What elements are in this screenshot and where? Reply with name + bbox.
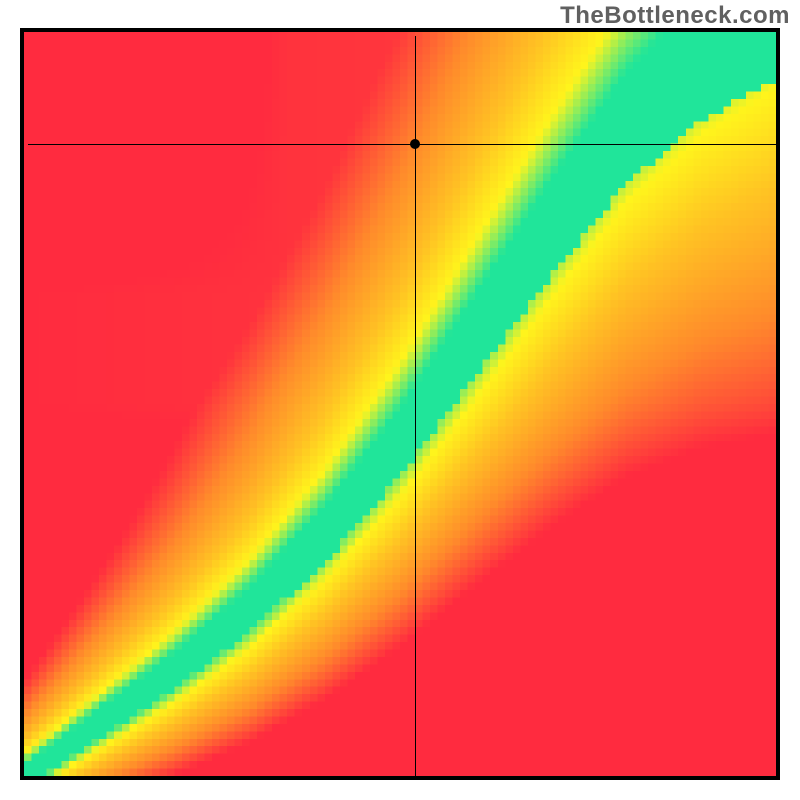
crosshair-horizontal <box>28 144 780 145</box>
bottleneck-heatmap <box>20 28 780 780</box>
watermark-text: TheBottleneck.com <box>560 2 790 30</box>
